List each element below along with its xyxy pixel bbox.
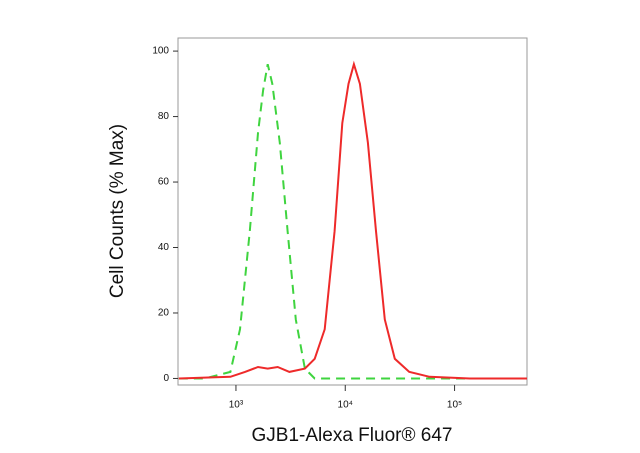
y-tick-label: 60 [158,177,170,188]
series-line [178,60,527,380]
x-tick-label: 10³ [229,400,244,411]
x-tick-label: 10⁴ [338,400,353,411]
y-tick-label: 20 [158,308,170,319]
x-tick-label: 10⁵ [447,400,462,411]
y-tick-label: 100 [152,46,169,57]
x-axis-title: GJB1-Alexa Fluor® 647 [252,425,453,446]
y-tick-label: 40 [158,242,170,253]
plot-frame [177,37,528,386]
y-axis-title: Cell Counts (% Max) [107,124,128,298]
series-line [178,63,527,380]
y-tick-label: 0 [163,373,169,384]
y-tick-label: 80 [158,111,170,122]
